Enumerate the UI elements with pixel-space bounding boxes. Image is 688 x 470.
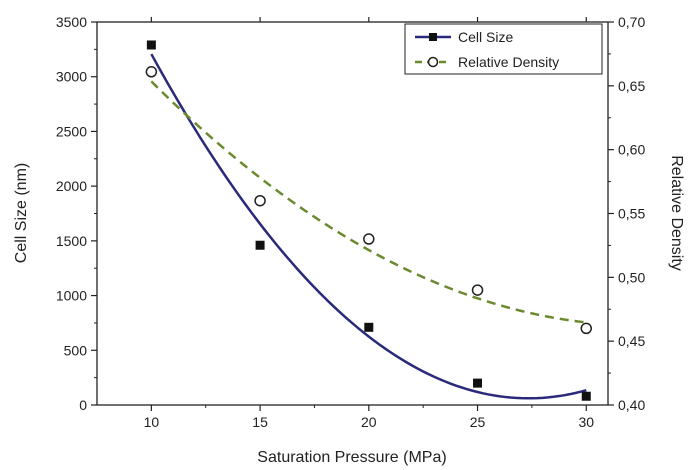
y2-tick-label: 0,45 (618, 333, 645, 349)
y-tick-label: 2500 (56, 123, 87, 139)
y2-tick-label: 0,55 (618, 206, 645, 222)
point-relative-density (145, 66, 158, 78)
point-relative-density (471, 284, 484, 296)
data-markers (145, 40, 593, 401)
point-cell-size (146, 40, 156, 50)
point-relative-density (254, 194, 266, 207)
y-tick-label: 2000 (56, 178, 87, 194)
y2-tick-label: 0,60 (618, 142, 645, 158)
fit-line-cell-size (150, 53, 587, 400)
fit-curves (150, 53, 587, 400)
point-cell-size (364, 322, 374, 332)
plot-frame (96, 21, 609, 406)
y2-tick-label: 0,70 (618, 14, 645, 30)
ticks (91, 17, 614, 411)
y-tick-labels: 0 500 1000 1500 2000 2500 3000 3500 (56, 14, 87, 413)
y2-tick-labels: 0,40 0,45 0,50 0,55 0,60 0,65 0,70 (618, 14, 645, 413)
y-tick-label: 1000 (56, 288, 87, 304)
point-relative-density (580, 322, 593, 335)
legend-box (404, 23, 603, 75)
x-tick-label: 15 (252, 414, 268, 430)
point-cell-size (473, 378, 483, 388)
legend-marker-cell-size (429, 33, 437, 41)
y-tick-label: 500 (64, 342, 88, 358)
legend-marker-relative-density (427, 56, 439, 68)
point-cell-size (581, 391, 591, 401)
point-cell-size (255, 240, 265, 250)
y-axis-title: Cell Size (nm) (13, 163, 30, 263)
y-tick-label: 0 (79, 397, 87, 413)
legend-label-cell-size: Cell Size (458, 29, 513, 45)
y-tick-label: 3500 (56, 14, 87, 30)
y-tick-label: 3000 (56, 69, 87, 85)
fit-line-relative-density (150, 80, 587, 324)
y2-axis-title: Relative Density (668, 155, 685, 271)
legend-label-relative-density: Relative Density (458, 54, 559, 70)
x-axis-title: Saturation Pressure (MPa) (257, 449, 446, 466)
y2-tick-label: 0,40 (618, 397, 645, 413)
y-tick-label: 1500 (56, 233, 87, 249)
point-relative-density (363, 233, 375, 245)
x-tick-label: 30 (578, 414, 594, 430)
x-tick-label: 25 (470, 414, 486, 430)
x-tick-labels: 10 15 20 25 30 (144, 414, 595, 430)
x-tick-label: 20 (361, 414, 377, 430)
x-tick-label: 10 (144, 414, 160, 430)
legend: Cell Size Relative Density (404, 23, 603, 75)
y2-tick-label: 0,50 (618, 269, 645, 285)
y2-tick-label: 0,65 (618, 78, 645, 94)
